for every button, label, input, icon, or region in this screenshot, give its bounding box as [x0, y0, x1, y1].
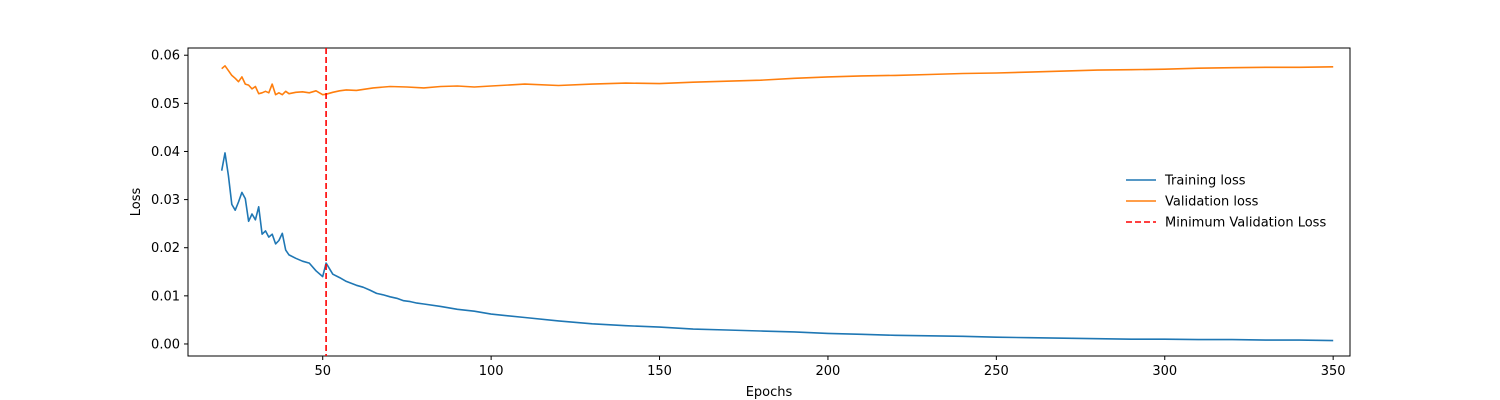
- y-tick-label: 0.01: [151, 289, 180, 304]
- x-tick-label: 250: [984, 364, 1009, 379]
- y-tick-label: 0.05: [151, 97, 180, 112]
- y-axis-label: Loss: [129, 188, 144, 217]
- series-line-training-loss: [220, 152, 1334, 342]
- x-axis-ticks: 50 100 150 200 250 300 350: [314, 356, 1346, 379]
- plot-area: [187, 47, 1351, 357]
- x-tick-label: 150: [647, 364, 672, 379]
- legend-label-training-loss: Training loss: [1164, 174, 1246, 189]
- y-tick-label: 0.03: [151, 193, 180, 208]
- x-tick-label: 50: [314, 364, 331, 379]
- legend-label-min-validation-loss: Minimum Validation Loss: [1165, 216, 1326, 231]
- y-tick-label: 0.06: [151, 49, 180, 64]
- series-line-validation-loss: [221, 65, 1334, 96]
- series-layer: [220, 65, 1334, 342]
- x-tick-label: 300: [1152, 364, 1177, 379]
- y-tick-label: 0.00: [151, 337, 180, 352]
- x-axis-label: Epochs: [746, 385, 793, 400]
- legend-label-validation-loss: Validation loss: [1165, 195, 1259, 210]
- x-tick-label: 350: [1321, 364, 1346, 379]
- x-tick-label: 100: [479, 364, 504, 379]
- y-tick-label: 0.02: [151, 241, 180, 256]
- y-axis-ticks: 0.00 0.01 0.02 0.03 0.04 0.05 0.06: [151, 49, 188, 352]
- x-tick-label: 200: [816, 364, 841, 379]
- y-tick-label: 0.04: [151, 145, 180, 160]
- legend: Training loss Validation loss Minimum Vali…: [1126, 174, 1326, 231]
